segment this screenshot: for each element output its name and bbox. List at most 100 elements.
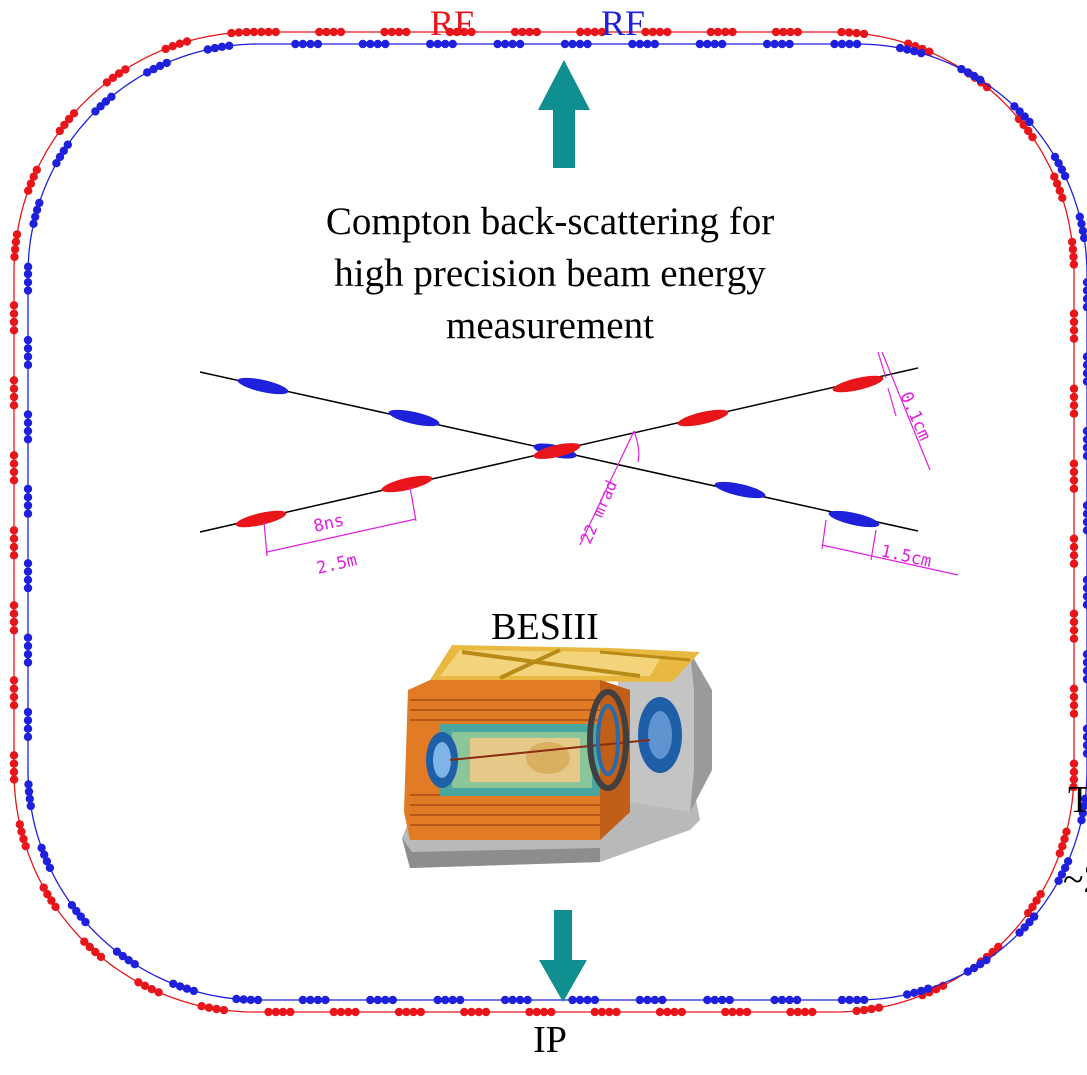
magnet-dot [60,120,69,130]
edge-text-fragment-2: ~2 [1063,859,1087,901]
magnet-dot [1069,609,1079,618]
magnet-dot [253,995,263,1005]
magnet-dot [409,1007,418,1017]
magnet-dot [9,775,19,784]
magnet-dot [23,278,33,287]
magnet-dot [612,1007,621,1017]
magnet-dot [1082,592,1087,601]
magnet-dot [710,39,719,49]
magnet-dot [313,995,323,1005]
magnet-dot [112,947,122,956]
magnet-dot [845,39,854,49]
magnet-dot [315,27,324,37]
magnet-dot [161,44,170,54]
magnet-dot [59,146,68,155]
magnet-dot [9,534,19,543]
electron-storage-ring-orbit [13,31,1075,1013]
magnet-dot [1082,294,1087,303]
magnet-dot [9,451,19,460]
magnet-dot [583,39,592,49]
magnet-dot [441,39,450,49]
magnet-dot [23,410,33,419]
magnet-dot [366,995,375,1005]
magnet-dot [1028,902,1037,912]
magnet-dot [957,64,966,74]
magnet-dot [703,995,712,1005]
magnet-dot [452,27,462,37]
magnet-dot [874,1003,884,1012]
magnet-dot [9,609,19,618]
magnet-dot [917,986,926,996]
detector-label: BESIII [491,606,599,648]
magnet-dot [351,1007,360,1017]
magnet-dot [26,179,36,188]
magnet-dot [525,1007,534,1017]
magnet-dot [9,401,19,410]
magnet-dot [641,27,650,37]
magnet-dot [1082,724,1087,733]
magnet-dot [26,801,35,811]
magnet-dot [9,476,19,485]
magnet-dot [9,542,19,552]
magnet-dot [96,952,106,962]
magnet-dot [508,995,517,1005]
magnet-dot [329,27,338,37]
magnet-dot [373,39,382,49]
magnet-dot [925,47,934,56]
magnet-dot [175,982,185,991]
magnet-dot [306,39,315,49]
magnet-dot [80,937,89,946]
magnet-dot [329,1007,338,1017]
magnet-dot [43,890,52,899]
magnet-dot [1082,666,1087,675]
magnet-dot [777,39,787,49]
magnet-dot [635,995,645,1005]
magnet-dot [771,27,781,37]
magnet-dot [1082,583,1087,593]
magnet-dot [402,1007,411,1017]
magnet-dot [291,39,300,49]
magnet-dot [650,995,659,1005]
magnet-dot [246,995,255,1005]
magnet-dot [467,27,476,37]
magnet-dot [140,981,150,990]
magnet-dot [643,39,652,49]
magnet-dot [713,27,723,37]
magnet-dot [373,995,382,1005]
magnet-dot [1080,233,1087,243]
magnet-dot [23,344,33,353]
magnet-dot [728,27,737,37]
magnet-dot [1069,484,1079,493]
magnet-dot [837,27,846,37]
magnet-dot [25,794,34,803]
magnet-dot [643,995,652,1005]
magnet-dot [23,575,33,585]
magnet-dot [118,951,128,961]
magnet-dot [1082,575,1087,585]
magnet-dot [10,252,19,262]
magnet-dot [852,39,862,49]
compton-caption-line-2: high precision beam energy [334,252,766,295]
compton-caption-line-3: measurement [446,304,654,347]
magnet-dot [149,64,158,74]
magnet-dot [257,27,266,37]
magnet-dot [590,995,600,1005]
magnet-dot [1077,816,1086,825]
magnet-dot [91,947,100,957]
magnet-dot [628,39,637,49]
magnet-dot [474,1007,483,1017]
magnet-dot [234,28,244,37]
magnet-dot [1055,186,1065,195]
magnet-dot [182,37,192,46]
magnet-dot [175,39,184,48]
magnet-dot [1082,600,1087,609]
magnet-dot [597,27,607,37]
magnet-dot [23,509,33,518]
magnet-dot [232,994,241,1004]
magnet-dot [219,1005,229,1015]
magnet-dot [1069,401,1079,410]
magnet-dot [23,633,33,642]
magnet-dot [1067,237,1077,247]
magnet-dot [1078,808,1087,818]
